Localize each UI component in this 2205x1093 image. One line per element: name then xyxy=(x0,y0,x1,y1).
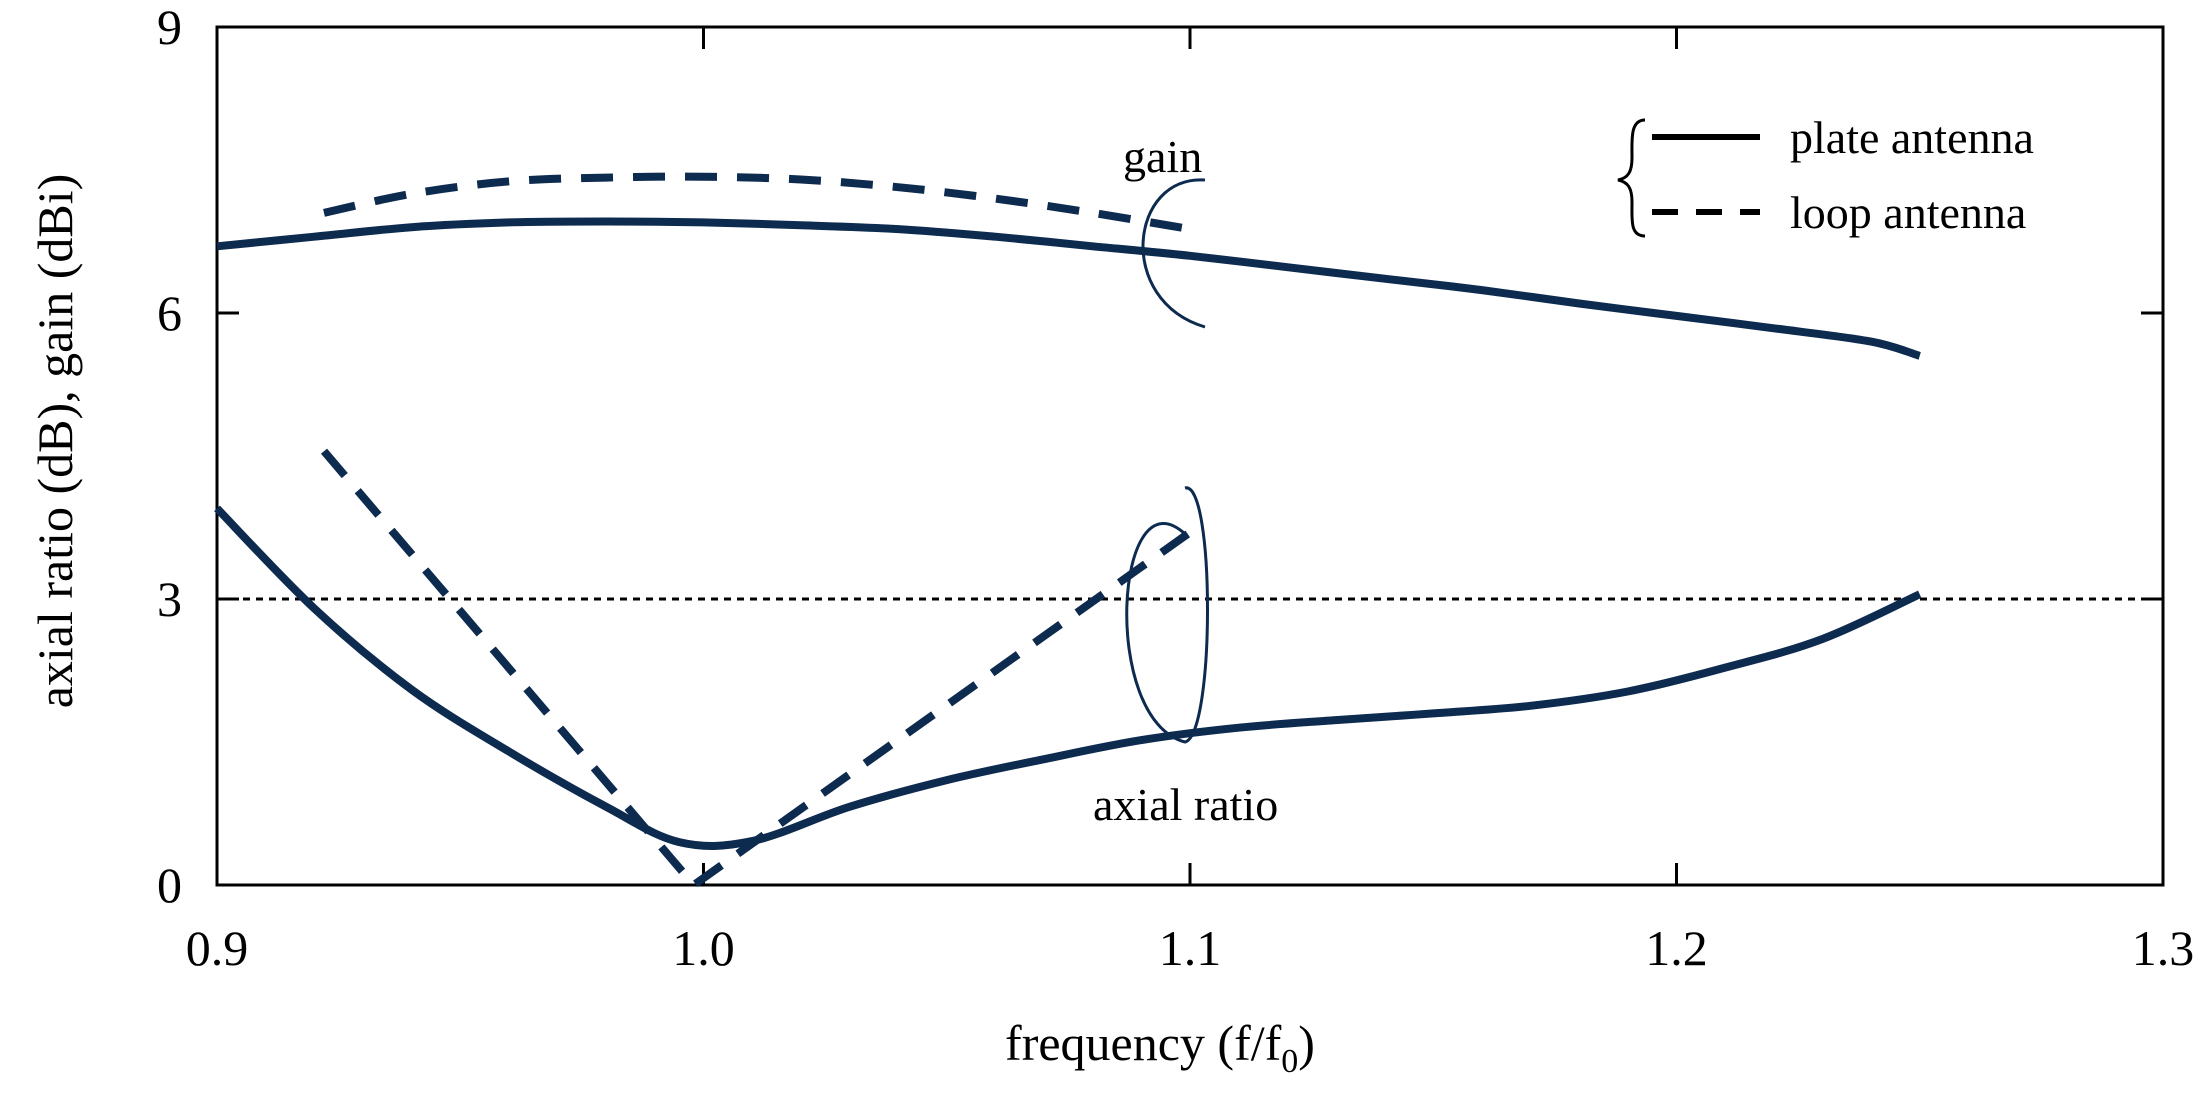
x-axis-title: frequency (f/f0) xyxy=(1005,1015,1315,1080)
axial-ratio-bracket xyxy=(1125,486,1209,744)
legend-label-loop-antenna: loop antenna xyxy=(1790,187,2026,238)
x-axis-title-main: frequency (f/f xyxy=(1005,1015,1282,1071)
series-loop-antenna-axial-ratio xyxy=(320,448,1193,889)
series-plate-antenna-axial-ratio xyxy=(214,505,1922,850)
y-tick-label: 0 xyxy=(157,857,182,913)
x-tick-label: 1.0 xyxy=(672,920,735,976)
x-tick-label: 1.1 xyxy=(1159,920,1222,976)
x-tick-label: 0.9 xyxy=(186,920,249,976)
y-tick-label: 6 xyxy=(157,285,182,341)
gain-annotation: gain xyxy=(1123,131,1202,182)
y-tick-label: 9 xyxy=(157,0,182,55)
series-group xyxy=(214,172,1922,889)
legend-label-plate-antenna: plate antenna xyxy=(1790,112,2034,163)
x-tick-label: 1.3 xyxy=(2132,920,2195,976)
series-plate-antenna-gain xyxy=(216,217,1921,360)
axial-ratio-annotation: axial ratio xyxy=(1093,779,1278,830)
x-axis-title-subscript: 0 xyxy=(1281,1043,1298,1080)
axis-ticks: 0.9 1.0 1.1 1.2 1.3 0 3 6 9 xyxy=(157,0,2194,976)
gain-bracket xyxy=(1141,178,1206,329)
series-loop-antenna-gain xyxy=(323,172,1191,234)
x-axis-title-end: ) xyxy=(1298,1015,1315,1071)
y-axis-title: axial ratio (dB), gain (dBi) xyxy=(27,174,83,709)
legend-brace xyxy=(1617,118,1646,238)
x-tick-label: 1.2 xyxy=(1645,920,1708,976)
y-tick-label: 3 xyxy=(157,571,182,627)
